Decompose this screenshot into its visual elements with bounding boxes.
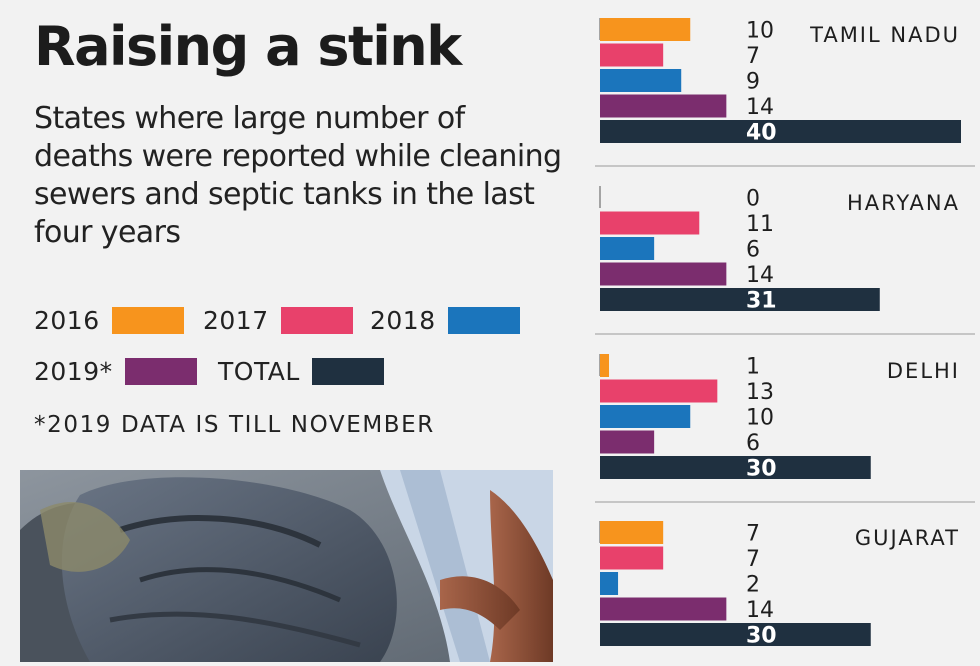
bar-gujarat-2019 bbox=[600, 597, 727, 621]
bar-delhi-2019 bbox=[600, 430, 655, 454]
value-label-gujarat-total: 30 bbox=[746, 624, 777, 649]
value-label-haryana-2018: 6 bbox=[746, 238, 760, 263]
legend-label: 2016 bbox=[34, 306, 100, 335]
bar-haryana-2017 bbox=[600, 211, 700, 235]
left-panel: Raising a stink States where large numbe… bbox=[20, 15, 562, 662]
legend-swatch bbox=[311, 358, 384, 385]
legend-swatch bbox=[124, 358, 197, 385]
bar-haryana-2018 bbox=[600, 237, 655, 260]
legend-item-2017: 2017 bbox=[203, 306, 353, 335]
value-label-delhi-2017: 13 bbox=[746, 380, 774, 405]
state-label-gujarat: GUJARAT bbox=[855, 526, 960, 550]
value-label-delhi-2019: 6 bbox=[746, 431, 760, 456]
state-label-tamil-nadu: TAMIL NADU bbox=[809, 23, 960, 47]
bar-delhi-total bbox=[600, 456, 871, 479]
bar-tamil-nadu-2019 bbox=[600, 94, 727, 118]
bar-gujarat-2017 bbox=[600, 546, 664, 570]
value-label-tamil-nadu-2016: 10 bbox=[746, 19, 774, 44]
value-label-haryana-2016: 0 bbox=[746, 187, 760, 212]
chart-title: Raising a stink bbox=[34, 15, 462, 78]
state-label-haryana: HARYANA bbox=[847, 191, 960, 215]
photo-illustration bbox=[20, 470, 553, 662]
value-label-gujarat-2016: 7 bbox=[746, 522, 760, 547]
value-label-gujarat-2017: 7 bbox=[746, 547, 760, 572]
value-label-haryana-2017: 11 bbox=[746, 212, 774, 237]
bar-tamil-nadu-2018 bbox=[600, 69, 682, 92]
value-label-delhi-2018: 10 bbox=[746, 406, 774, 431]
value-label-tamil-nadu-2018: 9 bbox=[746, 70, 760, 95]
value-label-delhi-total: 30 bbox=[746, 457, 777, 482]
value-label-gujarat-2019: 14 bbox=[746, 598, 774, 623]
state-label-delhi: DELHI bbox=[887, 359, 960, 383]
legend-swatch bbox=[447, 307, 520, 334]
value-label-haryana-total: 31 bbox=[746, 289, 777, 314]
value-label-tamil-nadu-2017: 7 bbox=[746, 44, 760, 69]
legend-item-2016: 2016 bbox=[34, 306, 184, 335]
legend-item-total: TOTAL bbox=[218, 357, 384, 386]
sewer-worker-photo bbox=[20, 470, 553, 662]
bar-haryana-total bbox=[600, 288, 880, 311]
bar-tamil-nadu-total bbox=[600, 120, 961, 143]
legend-label: 2019* bbox=[34, 357, 113, 386]
right-panel: TAMIL NADU 10 7 9 14 40 HARYANA 0 11 6 14 31 DELHI 1 1… bbox=[590, 0, 980, 662]
legend-swatch bbox=[111, 307, 184, 334]
value-label-tamil-nadu-2019: 14 bbox=[746, 95, 774, 120]
legend-item-2018: 2018 bbox=[370, 306, 520, 335]
value-label-tamil-nadu-total: 40 bbox=[746, 121, 777, 146]
bar-gujarat-2018 bbox=[600, 572, 619, 595]
bar-gujarat-total bbox=[600, 623, 871, 646]
legend-item-2019: 2019* bbox=[34, 357, 197, 386]
bar-gujarat-2016 bbox=[600, 521, 664, 544]
bar-delhi-2018 bbox=[600, 405, 691, 428]
bar-haryana-2019 bbox=[600, 262, 727, 286]
value-label-delhi-2016: 1 bbox=[746, 355, 760, 380]
chart-subtitle: States where large number of deaths were… bbox=[34, 101, 562, 250]
legend-label: TOTAL bbox=[218, 357, 300, 386]
legend-label: 2018 bbox=[370, 306, 436, 335]
bar-delhi-2016 bbox=[600, 354, 610, 377]
footnote: *2019 DATA IS TILL NOVEMBER bbox=[34, 412, 435, 438]
legend-label: 2017 bbox=[203, 306, 269, 335]
bar-delhi-2017 bbox=[600, 379, 718, 403]
bar-chart: TAMIL NADU10791440HARYANA01161431DELHI11… bbox=[595, 18, 975, 649]
value-label-gujarat-2018: 2 bbox=[746, 573, 760, 598]
value-label-haryana-2019: 14 bbox=[746, 263, 774, 288]
bar-tamil-nadu-2016 bbox=[600, 18, 691, 41]
legend-swatch bbox=[280, 307, 353, 334]
bar-tamil-nadu-2017 bbox=[600, 43, 664, 67]
